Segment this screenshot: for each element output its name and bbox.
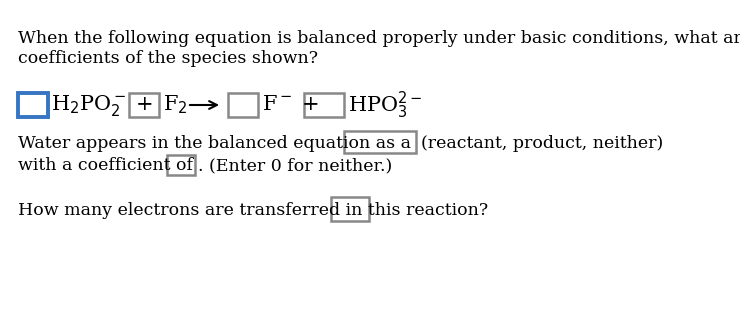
Text: HPO$_3^{2-}$: HPO$_3^{2-}$ — [348, 89, 423, 121]
Text: F$_2$: F$_2$ — [163, 94, 187, 116]
Text: Water appears in the balanced equation as a: Water appears in the balanced equation a… — [18, 135, 411, 152]
Text: coefficients of the species shown?: coefficients of the species shown? — [18, 50, 318, 67]
Text: H$_2$PO$_2^-$ +: H$_2$PO$_2^-$ + — [51, 92, 153, 117]
Text: (reactant, product, neither): (reactant, product, neither) — [421, 135, 663, 152]
Text: How many electrons are transferred in this reaction?: How many electrons are transferred in th… — [18, 202, 488, 219]
Text: When the following equation is balanced properly under basic conditions, what ar: When the following equation is balanced … — [18, 30, 740, 47]
Text: . (Enter 0 for neither.): . (Enter 0 for neither.) — [198, 157, 392, 174]
Text: with a coefficient of: with a coefficient of — [18, 157, 193, 174]
Text: F$^-$ +: F$^-$ + — [262, 95, 319, 114]
